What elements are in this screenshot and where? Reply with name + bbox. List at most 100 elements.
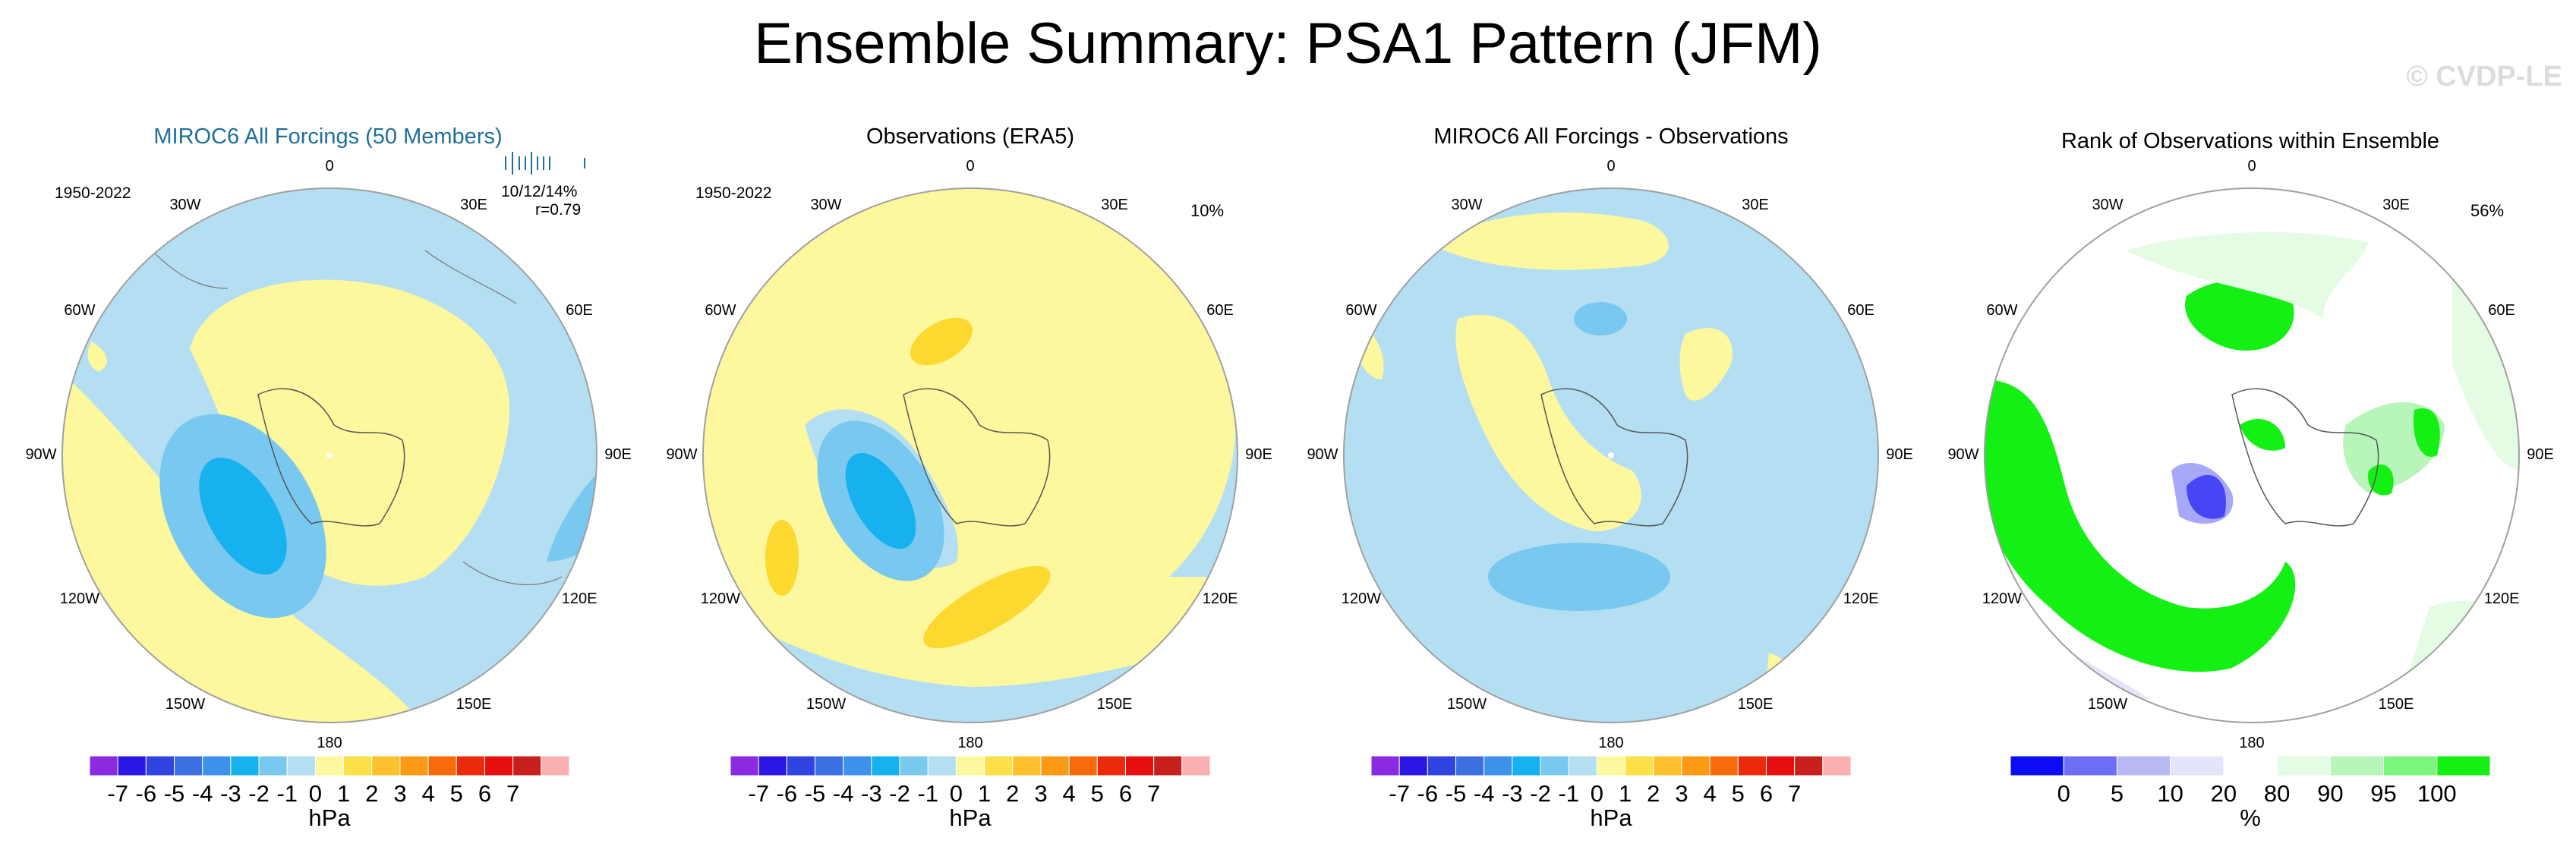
colorbar-hpa-tick-label: 4 bbox=[1062, 780, 1076, 807]
colorbar-hpa-swatch bbox=[258, 755, 288, 776]
colorbar-hpa-tick-label: 2 bbox=[1006, 780, 1020, 807]
colorbar-hpa-tick-label: 7 bbox=[1147, 780, 1161, 807]
longitude-label: 60W bbox=[705, 302, 736, 319]
ensemble-tick-strip bbox=[505, 152, 585, 175]
longitude-label: 150W bbox=[165, 696, 206, 713]
colorbar-hpa-swatch bbox=[1512, 755, 1541, 776]
colorbar-hpa-swatch bbox=[1596, 755, 1626, 776]
colorbar-hpa-tick-label: 1 bbox=[336, 780, 351, 807]
longitude-label: 60W bbox=[64, 302, 96, 319]
longitude-label: 150E bbox=[2378, 696, 2414, 713]
colorbar-hpa-tick-label: -7 bbox=[107, 780, 128, 807]
colorbar-rank-swatch bbox=[2116, 755, 2171, 776]
panel-title-obs: Observations (ERA5) bbox=[866, 124, 1074, 149]
colorbar-hpa-swatch bbox=[1012, 755, 1042, 776]
colorbar-hpa-swatch bbox=[399, 755, 429, 776]
colorbar-hpa-tick-label: -3 bbox=[861, 780, 882, 807]
colorbar-hpa-swatch bbox=[427, 755, 457, 776]
colorbar-hpa-swatch bbox=[202, 755, 232, 776]
page-title: Ensemble Summary: PSA1 Pattern (JFM) bbox=[754, 11, 1822, 76]
colorbar-hpa-unit: hPa bbox=[1590, 804, 1632, 831]
colorbar-hpa-tick-label: -1 bbox=[917, 780, 939, 807]
colorbar-hpa-swatch bbox=[1040, 755, 1070, 776]
colorbar-hpa-tick-label: -1 bbox=[276, 780, 298, 807]
colorbar-hpa-tick-label: 5 bbox=[1731, 780, 1745, 807]
colorbar-hpa-swatch bbox=[145, 755, 175, 776]
longitude-label: 120W bbox=[700, 590, 741, 607]
longitude-label: 0 bbox=[325, 158, 334, 175]
colorbar-hpa-swatch bbox=[1124, 755, 1155, 776]
colorbar-hpa-tick-label: 6 bbox=[1759, 780, 1774, 807]
panel-title-model: MIROC6 All Forcings (50 Members) bbox=[153, 124, 503, 149]
colorbar-rank-swatch bbox=[2329, 755, 2385, 776]
colorbar-hpa-tick-label: -2 bbox=[1530, 780, 1551, 807]
colorbar-hpa-swatch bbox=[456, 755, 485, 776]
colorbar-hpa-swatch bbox=[512, 755, 542, 776]
colorbar-hpa-swatch bbox=[541, 755, 570, 776]
longitude-label: 0 bbox=[1606, 158, 1616, 175]
colorbar-hpa-unit: hPa bbox=[308, 804, 351, 831]
longitude-label: 60W bbox=[1986, 302, 2018, 319]
colorbar-hpa-tick-label: -5 bbox=[163, 780, 185, 807]
colorbar-hpa-tick-label: 3 bbox=[1034, 780, 1048, 807]
colorbar-hpa-swatch bbox=[1181, 755, 1211, 776]
colorbar-hpa-tick-label: -3 bbox=[1502, 780, 1523, 807]
longitude-label: 120W bbox=[1341, 590, 1382, 607]
longitude-label: 180 bbox=[317, 735, 342, 751]
colorbar-hpa-tick-label: 1 bbox=[977, 780, 992, 807]
colorbar-hpa-swatch bbox=[230, 755, 260, 776]
panel-corr-model: r=0.79 bbox=[535, 201, 582, 219]
colorbar-rank-swatch bbox=[2383, 755, 2438, 776]
colorbar-hpa-swatch bbox=[1096, 755, 1126, 776]
colorbar-rank-swatch bbox=[2276, 755, 2331, 776]
colorbar-hpa-swatch bbox=[1483, 755, 1513, 776]
panel-period-obs: 1950-2022 bbox=[695, 184, 772, 202]
colorbar-hpa-tick-label: 5 bbox=[449, 780, 463, 807]
colorbar-hpa-tick-label: 0 bbox=[308, 780, 323, 807]
colorbar-hpa-swatch bbox=[1709, 755, 1739, 776]
colorbar-hpa-swatch bbox=[1068, 755, 1098, 776]
colorbar-rank-tick-label: 90 bbox=[2317, 780, 2344, 807]
colorbar-hpa-tick-label: -7 bbox=[1389, 780, 1410, 807]
colorbar-hpa-swatch bbox=[343, 755, 373, 776]
longitude-label: 150E bbox=[1096, 696, 1133, 713]
longitude-label: 60E bbox=[566, 302, 593, 319]
colorbar-hpa-unit: hPa bbox=[949, 804, 992, 831]
colorbar-hpa-swatch bbox=[815, 755, 844, 776]
colorbar-rank-tick-label: 95 bbox=[2370, 780, 2397, 807]
longitude-label: 150W bbox=[1446, 696, 1487, 713]
panel-stats-model: 10/12/14% bbox=[501, 183, 578, 200]
colorbar-hpa-tick-label: 3 bbox=[393, 780, 407, 807]
longitude-label: 90E bbox=[1245, 446, 1272, 463]
colorbar-hpa-tick-label: 7 bbox=[1788, 780, 1802, 807]
colorbar-hpa-tick-label: -4 bbox=[191, 780, 213, 807]
colorbar-hpa-swatch bbox=[117, 755, 147, 776]
colorbar-hpa-swatch bbox=[1765, 755, 1796, 776]
colorbar-hpa-tick-label: 4 bbox=[421, 780, 435, 807]
colorbar-hpa-swatch bbox=[484, 755, 514, 776]
colorbar-hpa-swatch bbox=[1398, 755, 1428, 776]
colorbar-rank-tick-label: 80 bbox=[2263, 780, 2291, 807]
longitude-label: 90E bbox=[1886, 446, 1913, 463]
longitude-label: 0 bbox=[2247, 158, 2256, 175]
colorbar-rank-tick-label: 0 bbox=[2057, 780, 2070, 807]
colorbar-hpa-tick-label: -2 bbox=[248, 780, 270, 807]
colorbar-hpa-tick-label: 0 bbox=[1590, 780, 1604, 807]
colorbar-hpa-tick-label: 1 bbox=[1618, 780, 1632, 807]
colorbar-hpa-swatch bbox=[1653, 755, 1682, 776]
colorbar-hpa-swatch bbox=[371, 755, 401, 776]
panel-title-diff: MIROC6 All Forcings - Observations bbox=[1433, 124, 1789, 149]
colorbar-hpa-swatch bbox=[1737, 755, 1767, 776]
colorbar-hpa-tick-label: -6 bbox=[135, 780, 157, 807]
colorbar-hpa-tick-label: -6 bbox=[1417, 780, 1439, 807]
colorbar-hpa-tick-label: 3 bbox=[1675, 780, 1688, 807]
longitude-label: 90E bbox=[604, 446, 632, 463]
longitude-label: 120E bbox=[561, 590, 597, 607]
watermark: © CVDP-LE bbox=[2406, 61, 2562, 93]
longitude-label: 120E bbox=[2483, 590, 2520, 607]
colorbar-hpa-swatch bbox=[89, 755, 118, 776]
longitude-label: 90W bbox=[1307, 446, 1338, 463]
longitude-label: 30E bbox=[2382, 196, 2410, 213]
colorbar-hpa-tick-label: -4 bbox=[832, 780, 854, 807]
